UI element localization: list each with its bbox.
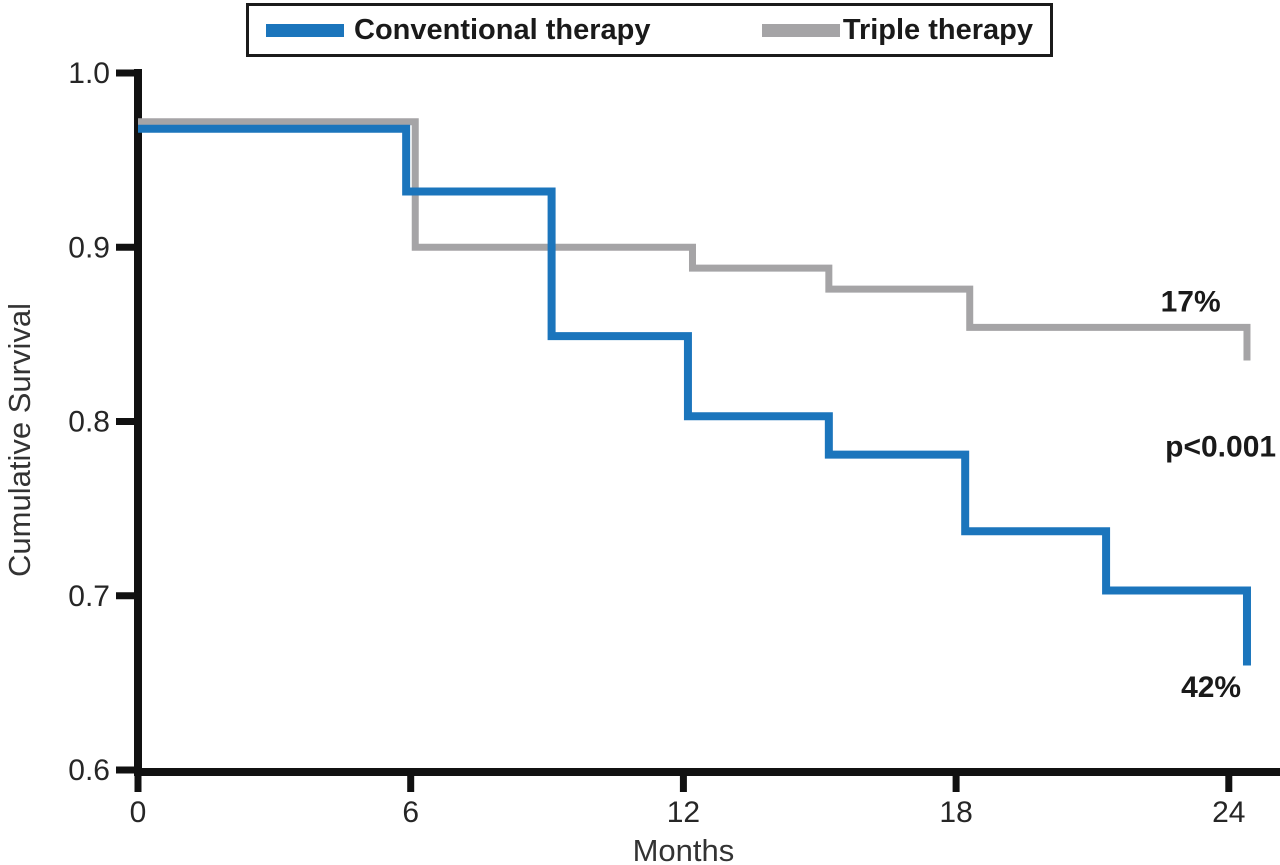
legend-item-triple-therapy: Triple therapy (761, 13, 1033, 47)
x-tick-label: 24 (1212, 796, 1245, 829)
x-tick-label: 0 (130, 796, 147, 829)
annotation-42-: 42% (1181, 671, 1241, 704)
x-axis-title: Months (633, 833, 735, 865)
y-tick-label: 0.6 (68, 754, 110, 787)
series-curve-triple-therapy (138, 118, 1251, 361)
y-tick-label: 1.0 (68, 57, 110, 90)
annotation-p-0-001: p<0.001 (1165, 430, 1276, 463)
legend-label-triple-therapy: Triple therapy (842, 13, 1033, 46)
x-tick-label: 18 (939, 796, 972, 829)
x-tick-label: 6 (402, 796, 419, 829)
legend: Conventional therapy Triple therapy (246, 3, 1053, 57)
legend-item-conventional-therapy: Conventional therapy (266, 14, 651, 47)
y-tick-label: 0.7 (68, 580, 110, 613)
legend-swatch-triple-therapy (761, 23, 840, 37)
y-tick-label: 0.8 (68, 406, 110, 439)
annotation-17-: 17% (1161, 286, 1221, 319)
legend-label-conventional-therapy: Conventional therapy (354, 13, 651, 46)
legend-swatch-conventional-therapy (266, 23, 344, 37)
series-curve-conventional-therapy (138, 124, 1251, 666)
y-axis-title: Cumulative Survival (2, 303, 37, 577)
x-tick-label: 12 (667, 796, 700, 829)
y-tick-label: 0.9 (68, 231, 110, 264)
